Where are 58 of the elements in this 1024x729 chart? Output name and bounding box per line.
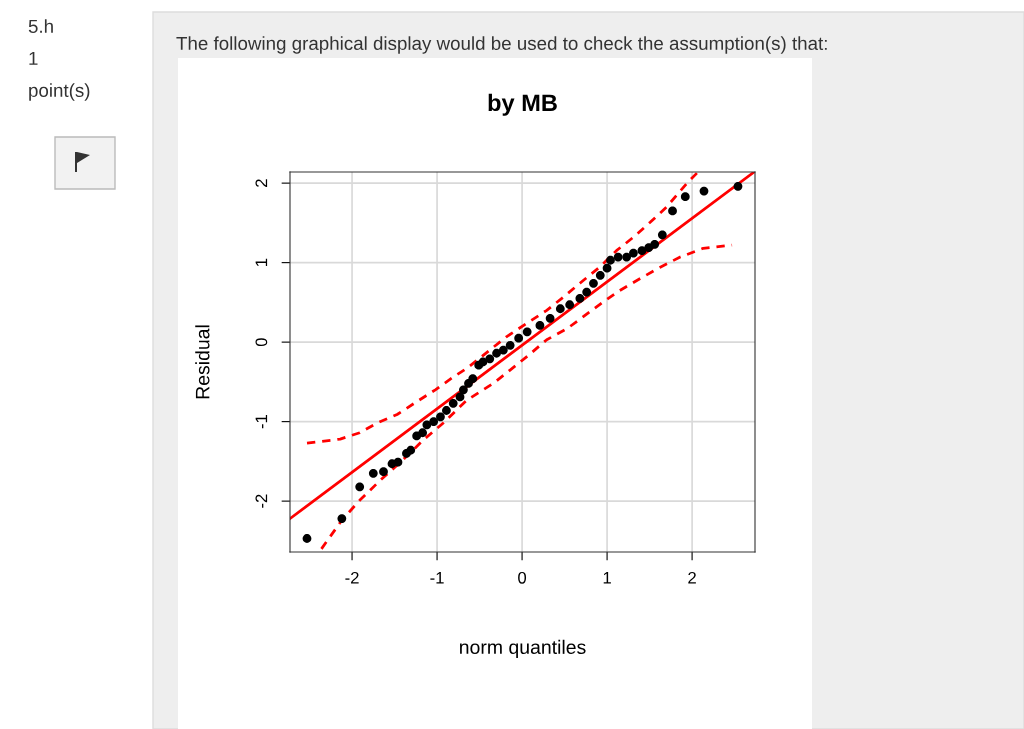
point	[436, 412, 445, 422]
point	[545, 313, 555, 323]
text: 5.h	[28, 19, 53, 34]
y-tick-label: 2	[255, 179, 268, 187]
x-tick-label: 0	[518, 571, 527, 584]
point	[355, 482, 365, 492]
point	[379, 467, 388, 477]
point	[589, 278, 598, 288]
point	[582, 287, 592, 297]
point	[485, 354, 495, 364]
x-tick-label: -1	[430, 572, 444, 584]
point	[680, 192, 690, 202]
point	[657, 230, 667, 240]
point	[575, 294, 585, 303]
point	[498, 345, 508, 355]
point	[406, 445, 416, 455]
point	[595, 270, 605, 280]
point	[555, 304, 565, 314]
text: 1	[29, 51, 38, 65]
text: point(s)	[29, 83, 90, 101]
point	[668, 206, 677, 216]
point	[302, 534, 312, 543]
point	[514, 333, 524, 343]
point	[393, 457, 403, 467]
point	[629, 248, 638, 258]
point	[442, 406, 451, 415]
y-tick-label: -1	[255, 415, 268, 429]
point	[522, 327, 532, 337]
point	[418, 428, 428, 438]
y-tick-label: -2	[255, 494, 268, 508]
x-axis-title: norm quantiles	[460, 639, 586, 658]
point	[613, 252, 623, 262]
line-series	[305, 172, 700, 445]
x-tick-label: 1	[603, 572, 611, 584]
point	[535, 321, 545, 330]
point	[733, 181, 743, 191]
point	[492, 348, 501, 358]
point	[337, 514, 347, 523]
text: The following graphical display would be used to check the assumption(s) that:	[176, 36, 827, 54]
point	[448, 398, 458, 408]
y-tick-label: 0	[255, 338, 268, 347]
point	[637, 246, 647, 256]
point	[606, 255, 615, 265]
x-tick-label: 2	[688, 571, 696, 584]
point	[429, 417, 439, 427]
point	[622, 252, 632, 262]
point	[650, 239, 660, 249]
point	[699, 186, 709, 196]
y-axis-title: Residual	[195, 325, 210, 399]
point	[505, 340, 515, 350]
point	[368, 468, 378, 478]
y-tick-label: 1	[255, 258, 268, 266]
x-tick-label: -2	[345, 571, 359, 584]
point	[468, 374, 478, 384]
point	[565, 300, 575, 310]
point	[459, 385, 468, 395]
point	[602, 263, 612, 273]
chart-title: by MB	[488, 93, 557, 116]
